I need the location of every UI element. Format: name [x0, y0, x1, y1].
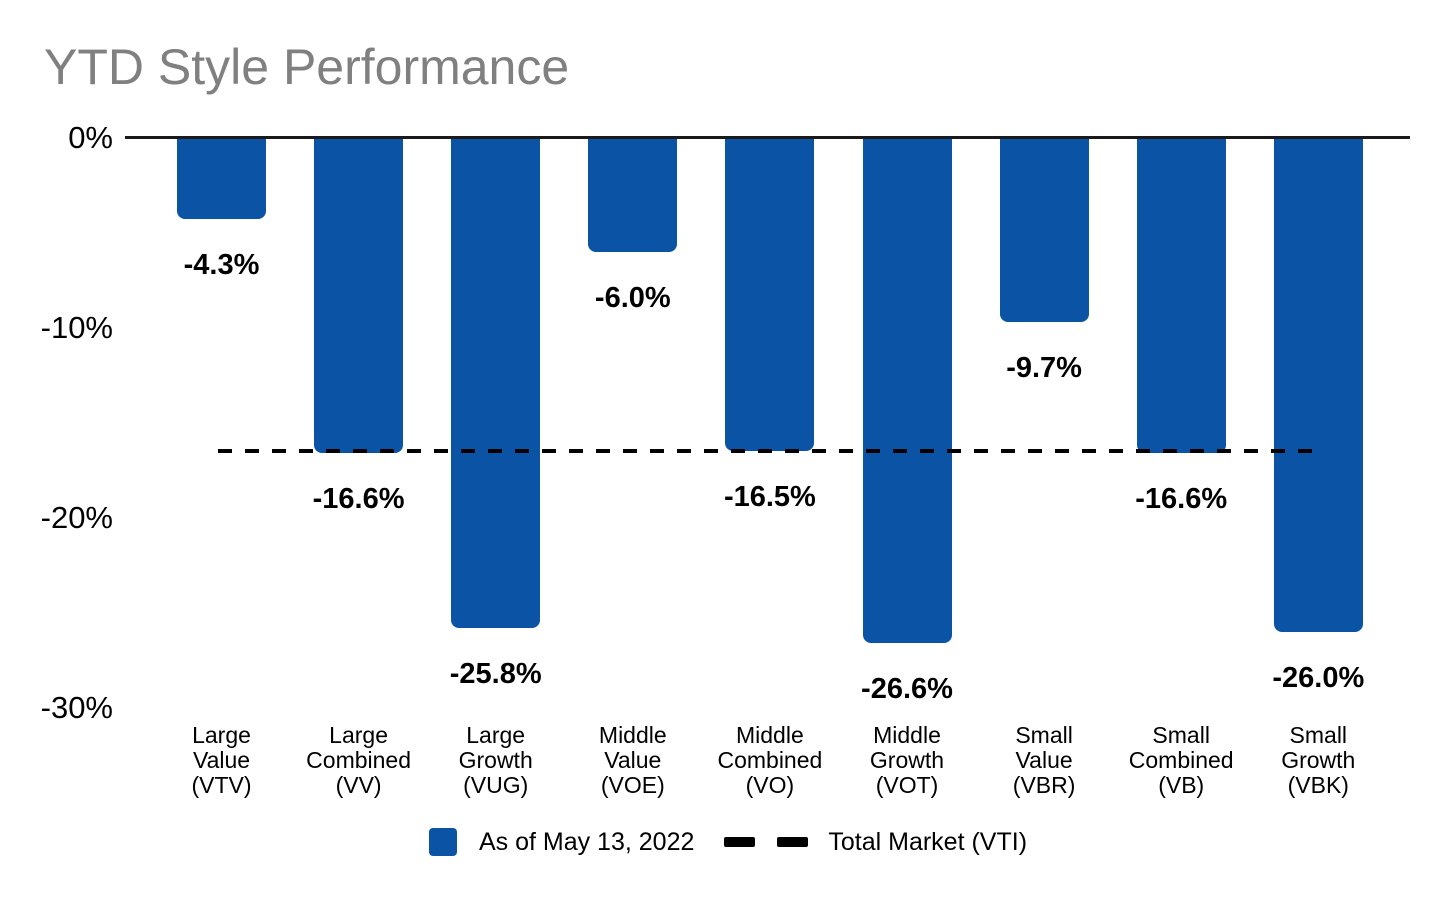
value-label-vbr: -9.7%: [1006, 351, 1082, 384]
bar-vug: [451, 139, 541, 628]
total-market-reference-line: [218, 449, 1320, 453]
legend: As of May 13, 2022 Total Market (VTI): [0, 827, 1456, 857]
y-axis-tick: -10%: [40, 309, 113, 345]
value-label-vo: -16.5%: [723, 481, 816, 513]
value-label-vv: -16.6%: [312, 482, 405, 515]
value-label-vtv: -4.3%: [183, 249, 260, 282]
bar-vbr: [999, 139, 1089, 322]
value-label-vb: -16.6%: [1135, 482, 1228, 515]
bar-voe: [588, 139, 678, 252]
chart-title: YTD Style Performance: [44, 39, 570, 95]
legend-dash-segment: [724, 837, 756, 847]
zero-baseline: [125, 136, 1410, 139]
bar-vtv: [177, 139, 266, 220]
x-label-vtv: Large Value (VTV): [191, 722, 252, 798]
x-label-vv: Large Combined (VV): [306, 722, 412, 798]
legend-dashed-line-icon: [724, 837, 809, 847]
x-label-vbr: Small Value (VBR): [1012, 722, 1076, 798]
value-label-voe: -6.0%: [594, 281, 671, 314]
bar-vv: [314, 139, 404, 453]
legend-bar-swatch-icon: [428, 828, 457, 856]
bar-vo: [725, 139, 815, 451]
x-label-vo: Middle Combined (VO): [717, 722, 823, 798]
value-label-vbk: -26.0%: [1272, 661, 1365, 694]
x-label-vot: Middle Growth (VOT): [869, 722, 945, 798]
y-axis-tick: -30%: [40, 689, 113, 725]
bar-vbk: [1273, 139, 1363, 632]
legend-label-as-of-date: As of May 13, 2022: [478, 828, 695, 856]
x-label-vbk: Small Growth (VBK): [1281, 722, 1356, 798]
x-label-vb: Small Combined (VB): [1128, 722, 1234, 798]
value-label-vug: -25.8%: [449, 657, 542, 690]
x-label-vug: Large Growth (VUG): [458, 722, 533, 798]
legend-label-total-market: Total Market (VTI): [828, 828, 1028, 856]
legend-dash-segment: [777, 837, 809, 847]
y-axis-tick: -20%: [40, 499, 113, 535]
x-label-voe: Middle Value (VOE): [598, 722, 667, 798]
y-axis-tick: 0%: [68, 119, 113, 155]
bar-vb: [1136, 139, 1226, 453]
bar-vot: [862, 139, 952, 643]
value-label-vot: -26.6%: [861, 672, 953, 705]
